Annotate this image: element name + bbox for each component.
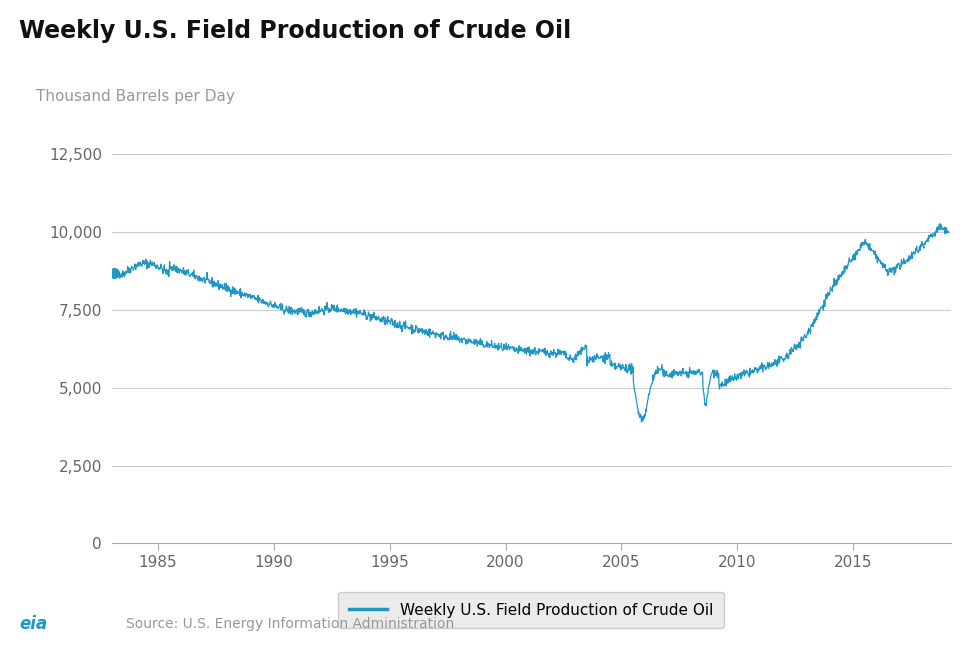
- Text: Source: U.S. Energy Information Administration: Source: U.S. Energy Information Administ…: [126, 617, 453, 631]
- Text: Weekly U.S. Field Production of Crude Oil: Weekly U.S. Field Production of Crude Oi…: [19, 19, 571, 43]
- Text: eia: eia: [19, 615, 47, 633]
- Legend: Weekly U.S. Field Production of Crude Oil: Weekly U.S. Field Production of Crude Oi…: [338, 592, 723, 628]
- Text: Thousand Barrels per Day: Thousand Barrels per Day: [36, 89, 234, 104]
